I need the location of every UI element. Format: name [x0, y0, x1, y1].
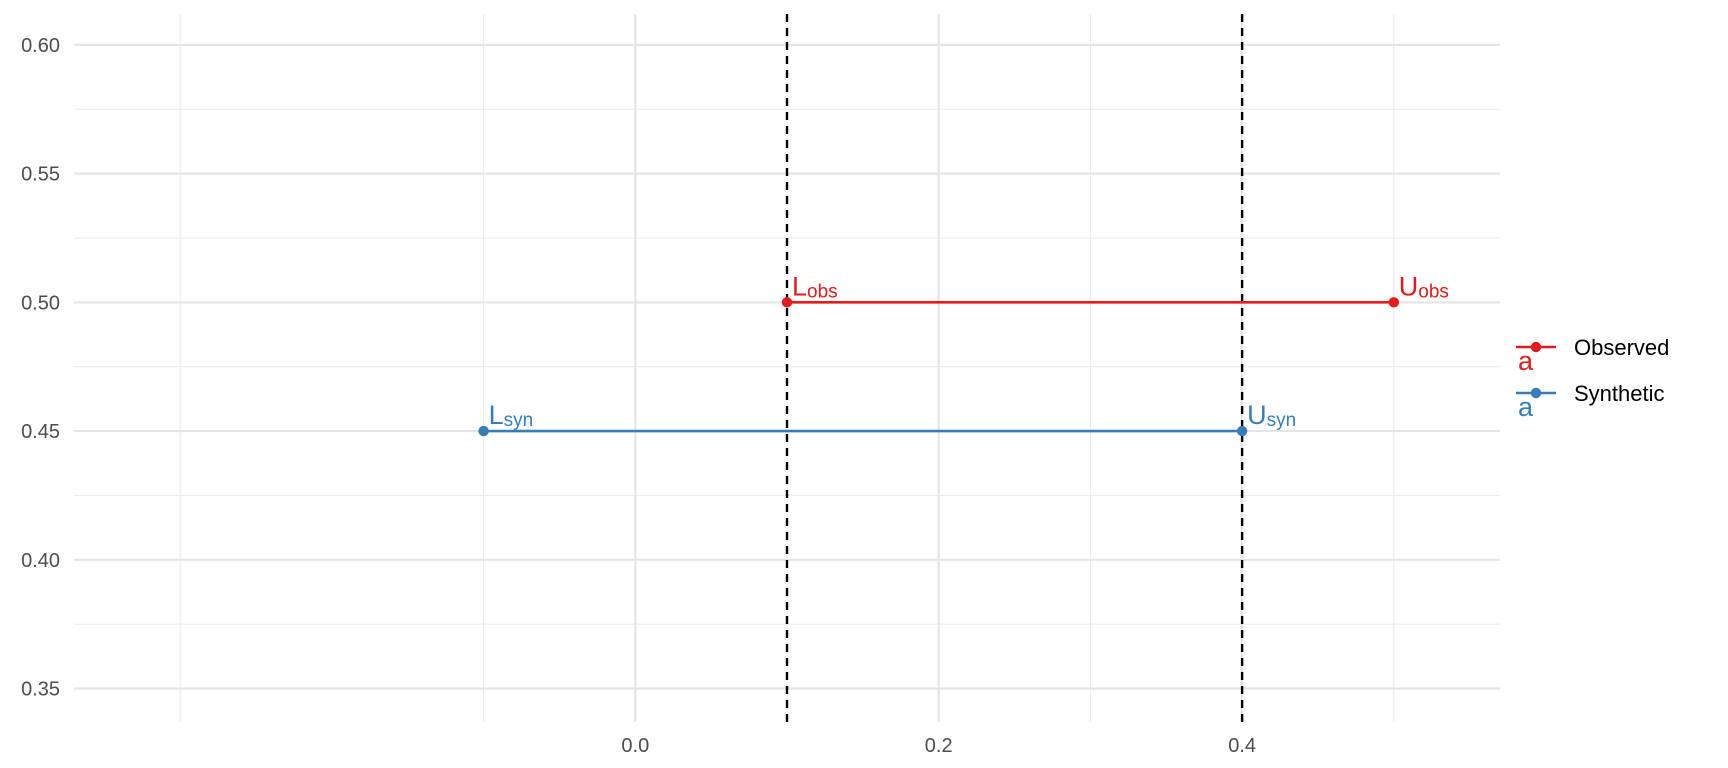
- reference-lines: [785, 14, 1244, 722]
- synthetic-point-label: Usyn: [1247, 400, 1296, 431]
- synthetic-point: [1236, 425, 1248, 437]
- legend-item-synthetic: a Synthetic: [1516, 381, 1665, 422]
- legend-key-glyph: a: [1518, 392, 1534, 422]
- y-tick-label: 0.55: [21, 164, 60, 186]
- y-axis: 0.35 0.40 0.45 0.50 0.55 0.60: [21, 35, 60, 701]
- legend-key-glyph: a: [1518, 346, 1534, 376]
- legend-item-observed: a Observed: [1516, 335, 1669, 376]
- x-axis: 0.0 0.2 0.4: [621, 735, 1256, 757]
- legend-label: Observed: [1574, 335, 1669, 360]
- legend-label: Synthetic: [1574, 381, 1665, 406]
- x-tick-label: 0.2: [925, 735, 953, 757]
- observed-point-label: Uobs: [1399, 271, 1449, 302]
- y-tick-label: 0.35: [21, 679, 60, 701]
- x-tick-label: 0.4: [1228, 735, 1256, 757]
- y-tick-label: 0.40: [21, 550, 60, 572]
- y-tick-label: 0.45: [21, 421, 60, 443]
- legend-key-point: [1530, 341, 1542, 353]
- legend: a Observed a Synthetic: [1516, 335, 1669, 422]
- observed-point-label: Lobs: [792, 271, 838, 302]
- y-tick-label: 0.60: [21, 35, 60, 57]
- y-tick-label: 0.50: [21, 292, 60, 314]
- observed-point: [781, 297, 793, 308]
- x-tick-label: 0.0: [621, 735, 649, 757]
- synthetic-point: [478, 425, 489, 437]
- series-layer: [478, 297, 1400, 437]
- observed-point: [1388, 297, 1400, 308]
- point-labels: Lobs Uobs Lsyn Usyn: [489, 271, 1449, 431]
- synthetic-point-label: Lsyn: [489, 400, 534, 431]
- legend-key-point: [1530, 387, 1542, 399]
